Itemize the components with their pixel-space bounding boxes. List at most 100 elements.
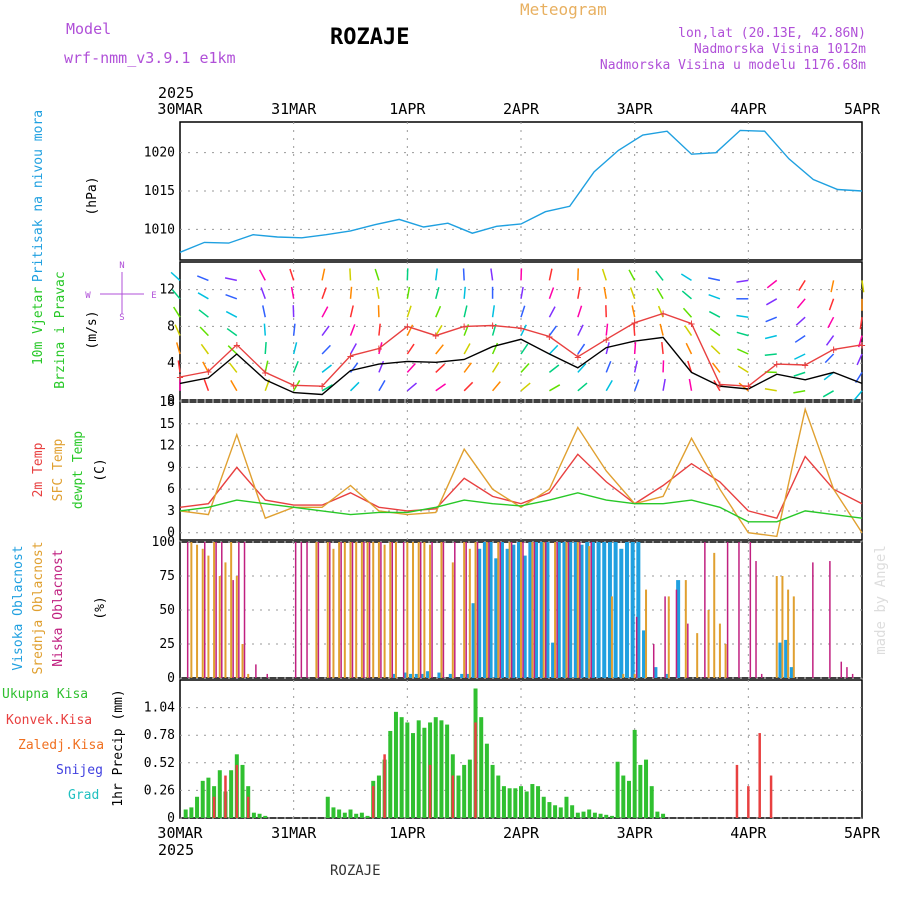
bar-cloud [391,673,396,678]
wind-arrow [349,268,352,281]
bar-cloud [539,542,544,678]
model-elevation-info: Nadmorska Visina u modelu 1176.68m [600,58,866,73]
wind-arrow [708,277,721,282]
gust-marker: + [603,332,610,346]
bar-cloud [232,580,234,678]
bar-precipitation [758,733,761,818]
bar-cloud [781,576,784,678]
bar-precipitation [536,786,541,818]
bar-cloud [448,673,453,678]
bar-precipitation [615,761,620,818]
bar-precipitation [655,811,660,818]
wind-arrow [435,344,444,355]
bar-cloud [784,639,789,678]
bar-cloud [664,596,666,678]
wind-arrow [321,268,326,281]
bar-cloud [787,589,790,678]
gust-marker: + [290,378,297,392]
wind-side-label-1: 10m Vjetar [31,287,46,365]
bar-cloud [465,673,470,678]
wind-arrow [708,293,721,300]
bar-cloud [243,542,246,678]
bar-cloud [391,542,394,678]
bar-cloud [406,542,409,678]
y-tick-label: 1015 [144,184,175,199]
wind-arrow [824,353,835,364]
watermark: made by Angel [873,545,889,655]
bar-cloud [241,644,244,678]
wind-arrow [406,382,418,392]
bar-precipitation [206,777,211,818]
bar-precipitation [581,811,586,818]
bar-precipitation [348,809,353,818]
bar-cloud [528,542,533,678]
bar-precipitation [587,809,592,818]
meteogram-label: Meteogram [520,0,607,19]
wind-arrow [492,381,501,392]
model-name: wrf-nmm_v3.9.1 e1km [64,49,236,67]
bar-cloud [707,610,710,678]
gust-marker: + [745,379,752,393]
bar-cloud [431,542,433,678]
wind-arrow [661,341,664,355]
wind-arrow [406,324,414,336]
precip-legend-hail: Grad [68,788,99,803]
wind-arrow [406,286,411,299]
bar-cloud [499,542,504,678]
bar-cloud [510,542,513,678]
wind-arrow [171,289,181,300]
bar-precipitation [189,807,194,818]
wind-arrow [520,362,530,373]
bar-precipitation [200,780,205,818]
bar-cloud [687,623,689,678]
wind-arrow [548,344,559,355]
gust-marker: + [176,370,183,384]
bar-cloud [556,542,561,678]
bar-cloud [363,542,365,678]
wind-arrow [520,343,529,355]
gust-marker: + [802,358,809,372]
precip-legend-total: Ukupna Kisa [2,687,88,702]
wind-arrow [200,343,210,355]
bar-precipitation [405,722,410,818]
bar-cloud [645,589,648,678]
bar-cloud [664,673,669,678]
bar-cloud [423,542,426,678]
bar-cloud [338,542,341,678]
gust-marker: + [858,338,865,352]
bar-cloud [602,542,607,678]
wind-arrow [378,380,386,392]
bar-precipitation [217,770,222,818]
bar-cloud [840,661,843,678]
wind-arrow [349,381,360,392]
wind-arrow [795,316,806,326]
bar-cloud [544,542,547,678]
bar-cloud [429,544,432,678]
wind-arrow [633,341,637,355]
bar-cloud [402,542,405,678]
wind-arrow [321,287,327,300]
bar-cloud [218,576,221,678]
gust-marker: + [773,357,780,371]
bar-precipitation [474,722,477,818]
station-title: ROZAJE [330,25,409,50]
compass-n: N [119,261,124,271]
bar-cloud [294,542,297,678]
bar-precipitation [257,813,262,818]
bar-precipitation [553,805,558,818]
y-tick-label: 100 [152,535,175,550]
wind-arrow [796,298,806,309]
wind-arrow [793,371,806,377]
wind-arrow [577,343,586,355]
bar-cloud [247,673,250,678]
bar-cloud [355,542,358,678]
wind-arrow [684,325,693,337]
bar-cloud [380,542,382,678]
wind-arrow [292,323,296,336]
wind-arrow [605,323,609,336]
wind-arrow [230,380,238,392]
bar-cloud [389,542,392,678]
y-tick-label: 18 [159,395,175,410]
bar-precipitation [365,815,370,818]
wind-arrow [736,331,749,337]
